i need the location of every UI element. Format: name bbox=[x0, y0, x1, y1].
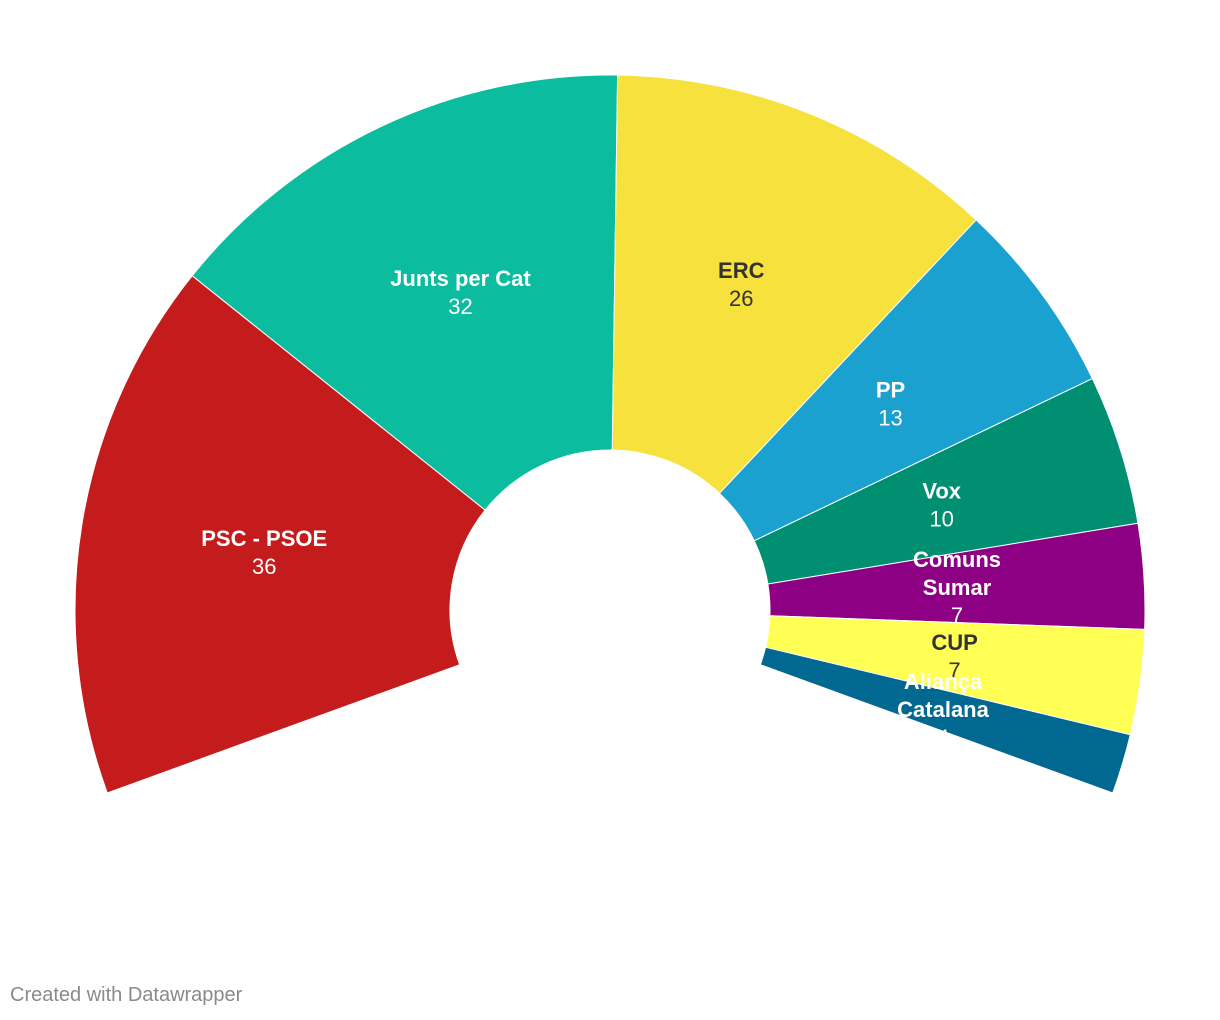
segment-psc-psoe[interactable] bbox=[74, 275, 486, 794]
label-name-psc-psoe: PSC - PSOE bbox=[201, 526, 327, 551]
segment-erc[interactable] bbox=[611, 74, 977, 495]
label-name-junts-per-cat: Junts per Cat bbox=[390, 266, 531, 291]
label-value-psc-psoe: 36 bbox=[252, 554, 276, 579]
segment-pp[interactable] bbox=[718, 219, 1094, 542]
label-cup: CUP 7 bbox=[931, 630, 977, 683]
datawrapper-credit[interactable]: Created with Datawrapper bbox=[10, 984, 243, 1006]
label-name-pp: PP bbox=[876, 378, 905, 403]
label-name-cup: CUP bbox=[931, 630, 977, 655]
label-name-alianca-catalana: Aliança bbox=[904, 669, 983, 694]
seat-segments bbox=[74, 74, 1146, 794]
label-value-junts-per-cat: 32 bbox=[448, 294, 472, 319]
label-value-cup: 7 bbox=[948, 658, 960, 683]
label-comuns-sumar: Comuns Sumar 7 bbox=[913, 547, 1001, 628]
segment-junts-per-cat[interactable] bbox=[191, 74, 619, 511]
segment-labels: PSC - PSOE 36 Junts per Cat 32 ERC 26 PP 13 Vox 1… bbox=[201, 258, 1001, 750]
segment-alianca-catalana[interactable] bbox=[759, 646, 1131, 794]
label-alianca-catalana: Aliança Catalana 4 bbox=[897, 669, 989, 750]
label-erc: ERC 26 bbox=[718, 258, 765, 311]
label-psc-psoe: PSC - PSOE 36 bbox=[201, 526, 327, 579]
label-name-vox: Vox bbox=[922, 479, 961, 504]
label-name-erc: ERC bbox=[718, 258, 765, 283]
label-value-vox: 10 bbox=[929, 507, 953, 532]
label-name-comuns-sumar: Comuns bbox=[913, 547, 1001, 572]
label-vox: Vox 10 bbox=[922, 479, 961, 532]
label-name-alianca-catalana: Catalana bbox=[897, 697, 989, 722]
label-value-comuns-sumar: 7 bbox=[951, 603, 963, 628]
label-value-erc: 26 bbox=[729, 286, 753, 311]
label-value-pp: 13 bbox=[878, 406, 902, 431]
label-name-comuns-sumar: Sumar bbox=[923, 575, 992, 600]
label-value-alianca-catalana: 4 bbox=[937, 725, 949, 750]
label-junts-per-cat: Junts per Cat 32 bbox=[390, 266, 531, 319]
label-pp: PP 13 bbox=[876, 378, 905, 431]
